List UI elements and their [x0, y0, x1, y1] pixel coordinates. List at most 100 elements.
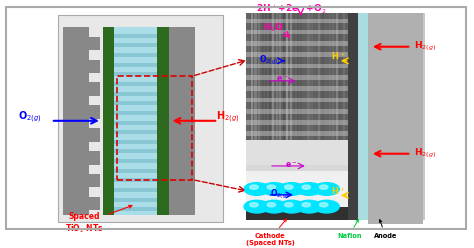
Bar — [169, 83, 181, 96]
Text: O$_{2(g)}$: O$_{2(g)}$ — [270, 188, 289, 201]
Bar — [311, 13, 313, 140]
Bar — [169, 37, 181, 51]
Bar — [89, 37, 100, 51]
Bar — [251, 13, 253, 140]
Bar — [315, 13, 317, 140]
Bar — [246, 13, 426, 219]
Bar — [169, 128, 181, 142]
Text: e$^-$: e$^-$ — [285, 160, 297, 170]
Bar — [115, 207, 157, 211]
Circle shape — [302, 185, 310, 189]
Text: H$_{2(g)}$: H$_{2(g)}$ — [414, 147, 436, 160]
Bar — [246, 165, 348, 171]
Circle shape — [250, 185, 258, 189]
Bar — [343, 13, 345, 140]
Bar — [169, 196, 181, 210]
Circle shape — [250, 203, 258, 207]
Bar — [169, 105, 181, 119]
Circle shape — [284, 203, 293, 207]
Bar — [246, 30, 348, 34]
Bar — [89, 60, 100, 73]
Bar — [103, 27, 115, 215]
Bar — [283, 13, 285, 140]
Circle shape — [319, 203, 328, 207]
Circle shape — [267, 203, 276, 207]
Bar — [247, 13, 249, 140]
Text: O$_{2(g)}$: O$_{2(g)}$ — [259, 54, 278, 67]
Text: H$_2$O: H$_2$O — [263, 22, 284, 34]
Text: Spaced
TiO$_2$ NTs: Spaced TiO$_2$ NTs — [64, 205, 132, 235]
Bar — [169, 151, 181, 164]
Bar — [246, 140, 348, 168]
Bar — [115, 53, 157, 57]
Bar — [290, 13, 292, 140]
Bar — [262, 13, 264, 140]
Text: e$^-$: e$^-$ — [275, 75, 288, 85]
Bar — [308, 13, 310, 140]
Bar — [115, 72, 157, 76]
Bar — [321, 13, 324, 140]
Bar — [358, 13, 368, 219]
Bar — [246, 52, 348, 57]
Bar — [293, 13, 295, 140]
Bar — [157, 27, 169, 215]
Text: H$_{2(g)}$: H$_{2(g)}$ — [216, 110, 239, 125]
Bar — [89, 151, 100, 164]
Circle shape — [314, 183, 339, 195]
Bar — [117, 76, 192, 180]
Bar — [89, 196, 100, 210]
Bar — [272, 13, 274, 140]
Circle shape — [244, 200, 270, 213]
Bar — [169, 60, 181, 73]
Bar — [258, 13, 260, 140]
Bar — [115, 92, 157, 96]
Bar — [276, 13, 278, 140]
Circle shape — [244, 183, 270, 195]
Bar — [332, 13, 334, 140]
Circle shape — [296, 200, 322, 213]
Bar — [286, 13, 288, 140]
Text: 2H$^+$+2e$^-$+O$_2$: 2H$^+$+2e$^-$+O$_2$ — [256, 2, 327, 16]
Bar — [336, 13, 338, 140]
Bar — [115, 198, 157, 202]
Bar — [246, 19, 348, 23]
Bar — [89, 128, 100, 142]
Bar — [246, 13, 348, 140]
Bar — [115, 159, 157, 163]
Bar — [368, 13, 423, 224]
Bar — [279, 13, 281, 140]
Text: Nafion: Nafion — [337, 219, 361, 239]
Bar — [297, 13, 299, 140]
Bar — [115, 121, 157, 124]
Bar — [115, 27, 157, 215]
Bar — [169, 27, 195, 215]
Circle shape — [279, 183, 304, 195]
Bar — [115, 63, 157, 67]
Bar — [115, 150, 157, 154]
Bar — [246, 97, 348, 102]
Bar — [304, 13, 306, 140]
Bar — [89, 105, 100, 119]
Bar — [246, 64, 348, 68]
Bar — [246, 120, 348, 125]
Bar — [325, 13, 327, 140]
Bar — [115, 34, 157, 38]
Bar — [246, 86, 348, 91]
Bar — [301, 13, 302, 140]
Bar — [255, 13, 256, 140]
Circle shape — [262, 183, 287, 195]
Bar — [328, 13, 331, 140]
Circle shape — [284, 185, 293, 189]
Text: H$_{2(g)}$: H$_{2(g)}$ — [414, 40, 436, 53]
Bar — [246, 207, 348, 219]
Bar — [115, 43, 157, 47]
Circle shape — [296, 183, 322, 195]
Bar — [89, 83, 100, 96]
Text: Cathode
(Spaced NTs): Cathode (Spaced NTs) — [246, 219, 294, 246]
Bar — [115, 101, 157, 105]
Circle shape — [314, 200, 339, 213]
Text: H$^+$: H$^+$ — [331, 50, 346, 62]
Bar — [339, 13, 341, 140]
Bar — [318, 13, 320, 140]
Bar — [246, 41, 348, 46]
